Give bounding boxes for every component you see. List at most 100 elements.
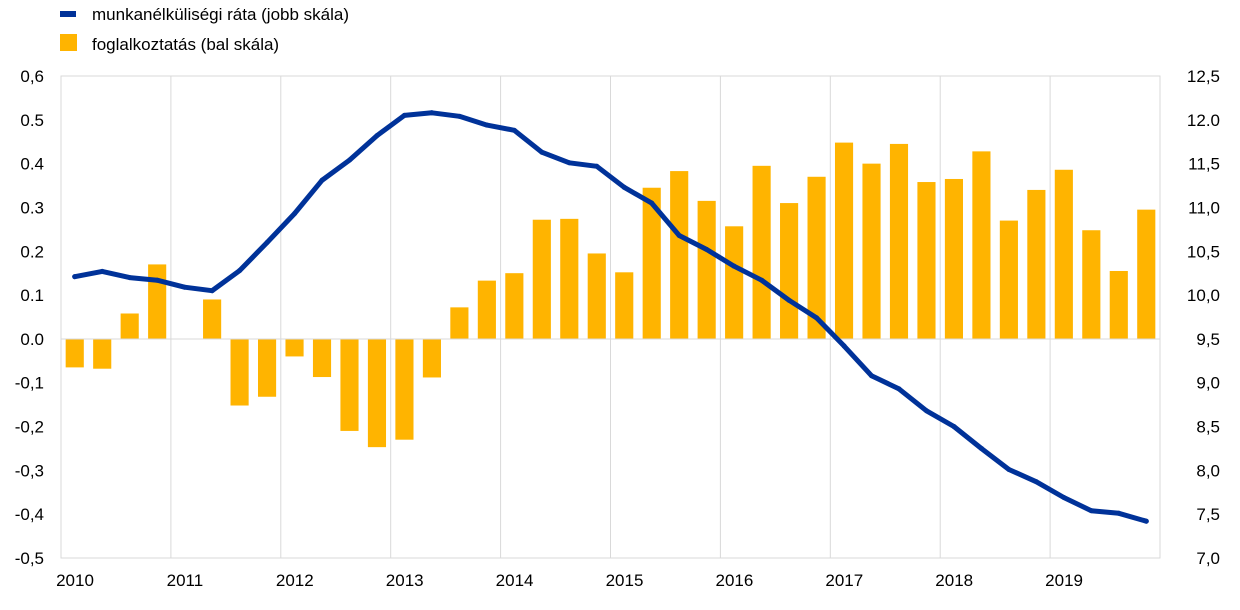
unemployment-point [1033, 479, 1039, 485]
employment-bar [1027, 189, 1046, 339]
left-tick-label: -0,3 [15, 461, 44, 480]
employment-bar [1109, 270, 1128, 339]
x-tick-label: 2018 [935, 571, 973, 590]
employment-bar [615, 272, 634, 339]
employment-bar [834, 142, 854, 339]
x-tick-label: 2013 [386, 571, 424, 590]
employment-bar [120, 313, 139, 339]
unemployment-point [484, 122, 490, 128]
employment-bar [807, 176, 826, 339]
unemployment-point [923, 408, 929, 414]
unemployment-point [1088, 508, 1094, 514]
unemployment-point [814, 315, 820, 321]
plot-area [60, 75, 1161, 559]
unemployment-point [511, 127, 517, 133]
unemployment-line [72, 110, 1149, 524]
x-tick-label: 2016 [715, 571, 753, 590]
unemployment-point [951, 424, 957, 430]
unemployment-point [374, 133, 380, 139]
employment-bar [1137, 209, 1156, 339]
employment-bar [587, 253, 606, 339]
legend-label-unemployment: munkanélküliségi ráta (jobb skála) [92, 5, 349, 24]
x-tick-label: 2019 [1045, 571, 1083, 590]
right-tick-label: 10,5 [1187, 242, 1220, 261]
employment-bar [230, 338, 249, 406]
unemployment-point [1061, 495, 1067, 501]
employment-bar [999, 220, 1018, 339]
unemployment-point [704, 247, 710, 253]
employment-bar [752, 165, 771, 339]
unemployment-point [182, 284, 188, 290]
grid-lines [170, 76, 1051, 558]
unemployment-point [1116, 510, 1122, 516]
legend: munkanélküliségi ráta (jobb skála) fogla… [60, 5, 349, 54]
employment-bar [917, 182, 936, 339]
unemployment-point [209, 288, 215, 294]
right-tick-label: 7,5 [1196, 505, 1220, 524]
employment-bar [1082, 230, 1101, 339]
unemployment-point [154, 277, 160, 283]
left-axis-ticks: 0,6 0.5 0.4 0.3 0.2 0.1 0.0 -0,1 -0,2 -0,3 -0,4 -0,… [15, 67, 44, 568]
unemployment-point [456, 113, 462, 119]
employment-bar [505, 273, 524, 339]
x-tick-label: 2014 [496, 571, 534, 590]
unemployment-point [841, 343, 847, 349]
employment-bars [65, 142, 1156, 448]
unemployment-point [869, 373, 875, 379]
unemployment-point [72, 274, 78, 280]
employment-bar [65, 338, 84, 368]
unemployment-points [72, 110, 1149, 524]
employment-bar [944, 178, 964, 339]
unemployment-point [264, 240, 270, 246]
employment-bar [367, 338, 387, 448]
legend-label-employment: foglalkoztatás (bal skála) [92, 35, 279, 54]
unemployment-point [731, 263, 737, 269]
employment-bar [560, 218, 579, 339]
x-tick-label: 2017 [825, 571, 863, 590]
employment-bar [203, 299, 222, 339]
unemployment-point [1143, 518, 1149, 524]
left-tick-label: -0,1 [15, 374, 44, 393]
left-tick-label: 0.0 [20, 330, 44, 349]
right-tick-label: 12,5 [1187, 67, 1220, 86]
employment-bar [450, 307, 469, 339]
employment-bar [532, 219, 551, 339]
legend-bar-swatch [60, 34, 77, 51]
left-tick-label: 0.4 [20, 155, 44, 174]
employment-bar [285, 338, 304, 357]
unemployment-point [319, 177, 325, 183]
right-tick-label: 7,0 [1196, 549, 1220, 568]
unemployment-point [566, 160, 572, 166]
right-tick-label: 9,0 [1196, 374, 1220, 393]
unemployment-point [401, 112, 407, 118]
unemployment-point [978, 445, 984, 451]
left-tick-label: 0.2 [20, 242, 44, 261]
unemployment-point [896, 386, 902, 392]
left-tick-label: -0,2 [15, 418, 44, 437]
employment-bar [642, 187, 661, 339]
employment-bar [340, 338, 359, 431]
unemployment-point [346, 157, 352, 163]
employment-bar [862, 163, 881, 339]
employment-bar [93, 338, 112, 369]
unemployment-point [237, 268, 243, 274]
employment-bar [1054, 169, 1073, 339]
unemployment-point [649, 200, 655, 206]
unemployment-point [786, 297, 792, 303]
employment-bar [725, 226, 744, 339]
unemployment-point [292, 211, 298, 217]
left-tick-label: 0.5 [20, 111, 44, 130]
right-tick-label: 10,0 [1187, 286, 1220, 305]
unemployment-point [127, 275, 133, 281]
employment-bar [780, 203, 799, 339]
employment-bar [422, 338, 441, 378]
right-tick-label: 9,5 [1196, 330, 1220, 349]
left-tick-label: 0,6 [20, 67, 44, 86]
employment-bar [972, 151, 991, 339]
right-tick-label: 11,0 [1188, 198, 1220, 217]
unemployment-point [676, 232, 682, 238]
left-tick-label: -0,5 [15, 549, 44, 568]
x-axis-ticks: 2010 2011 2012 2013 2014 2015 2016 2017 2018 2019 [56, 571, 1083, 590]
right-tick-label: 8,5 [1196, 418, 1220, 437]
x-tick-label: 2011 [167, 571, 204, 590]
